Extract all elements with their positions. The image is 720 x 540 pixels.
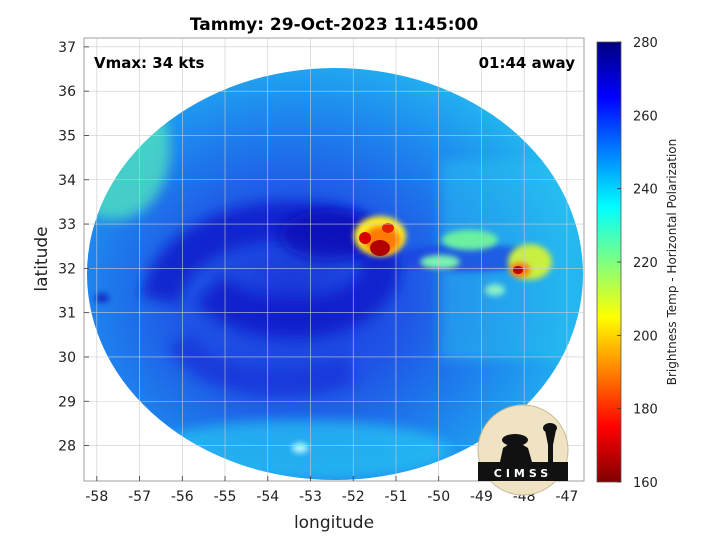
y-tick-label: 30 (58, 350, 76, 366)
x-tick-label: -52 (342, 489, 365, 505)
x-tick-label: -58 (85, 489, 108, 505)
y-tick-label: 34 (58, 173, 76, 189)
x-tick-label: -50 (427, 489, 450, 505)
x-tick-label: -51 (385, 489, 408, 505)
colorbar-tick-label: 240 (633, 183, 658, 198)
logo-text: CIMSS (494, 467, 552, 480)
grid-lines (84, 38, 584, 481)
colorbar-tick-label: 180 (633, 403, 658, 418)
x-axis-label: longitude (294, 513, 374, 533)
y-tick-label: 36 (58, 84, 76, 100)
colorbar-label: Brightness Temp - Horizontal Polarizatio… (665, 139, 679, 386)
x-tick-label: -57 (128, 489, 151, 505)
time-away-annotation: 01:44 away (479, 54, 576, 72)
x-tick-label: -47 (555, 489, 578, 505)
colorbar-tick-label: 280 (633, 36, 658, 51)
colorbar-tick-label: 160 (633, 476, 658, 491)
y-tick-label: 29 (58, 394, 76, 410)
y-tick-label: 32 (58, 261, 76, 277)
y-axis-label: latitude (32, 226, 52, 291)
x-tick-label: -49 (470, 489, 493, 505)
cimss-logo: CIMSS (477, 404, 569, 496)
y-tick-label: 28 (58, 439, 76, 455)
y-axis-ticks: 28 29 30 31 32 33 34 35 36 37 (58, 40, 89, 455)
x-tick-label: -54 (256, 489, 279, 505)
y-tick-label: 35 (58, 128, 76, 144)
y-tick-label: 31 (58, 306, 76, 322)
x-tick-label: -53 (299, 489, 322, 505)
colorbar-ticks: 160 180 200 220 240 260 280 (617, 36, 658, 491)
vmax-annotation: Vmax: 34 kts (94, 54, 204, 72)
colorbar-tick-label: 260 (633, 109, 658, 124)
x-axis-ticks: -58 -57 -56 -55 -54 -53 -52 -51 -50 -49 -48 -47 (85, 476, 578, 505)
colorbar-tick-label: 220 (633, 256, 658, 271)
colorbar-tick-label: 200 (633, 329, 658, 344)
y-tick-label: 33 (58, 217, 76, 233)
x-tick-label: -56 (171, 489, 194, 505)
x-tick-label: -55 (214, 489, 237, 505)
chart-title: Tammy: 29-Oct-2023 11:45:00 (190, 15, 478, 35)
y-tick-label: 37 (58, 40, 76, 56)
